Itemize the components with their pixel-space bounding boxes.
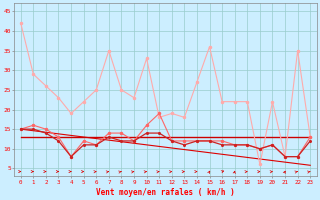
X-axis label: Vent moyen/en rafales ( km/h ): Vent moyen/en rafales ( km/h ) — [96, 188, 235, 197]
